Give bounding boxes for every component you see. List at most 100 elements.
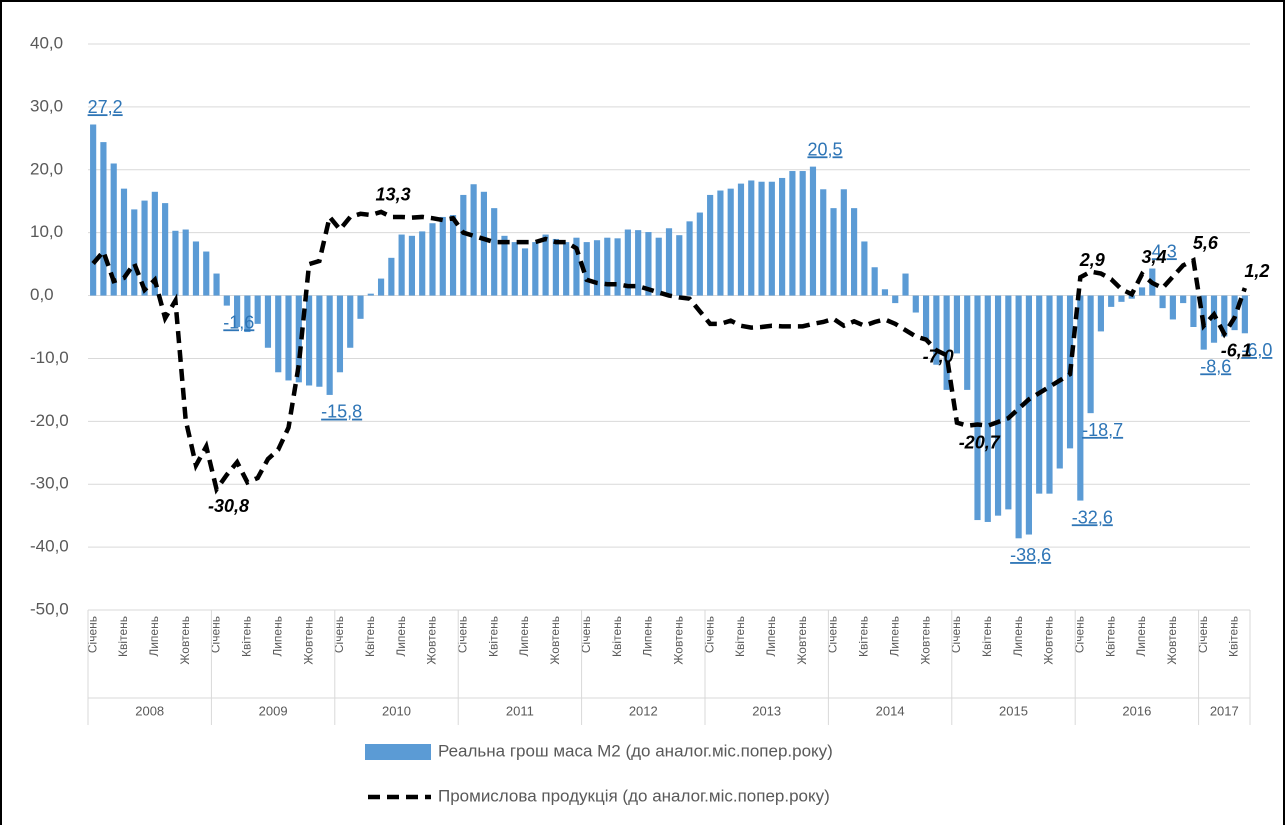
x-tick-label: Січень	[702, 616, 716, 653]
x-tick-label: Січень	[85, 616, 99, 653]
bar	[388, 257, 395, 296]
y-tick-label: 0,0	[30, 285, 54, 304]
bar	[1097, 295, 1104, 332]
bar	[974, 295, 981, 521]
bar-value-label: -8,6	[1200, 356, 1231, 376]
x-tick-label: Січень	[949, 616, 963, 653]
bar	[861, 241, 868, 296]
x-tick-label: Квітень	[980, 616, 994, 657]
line-value-label: -30,8	[208, 496, 249, 516]
bar-value-label: 27,2	[88, 97, 123, 117]
x-tick-label: Січень	[826, 616, 840, 653]
bar	[943, 295, 950, 390]
bar	[881, 289, 889, 296]
bar	[614, 238, 621, 296]
bar	[1108, 295, 1115, 307]
x-tick-label: Квітень	[733, 616, 747, 657]
y-tick-label: 30,0	[30, 96, 63, 115]
bar	[419, 231, 426, 296]
bar	[1190, 295, 1197, 327]
x-tick-label: Жовтень	[918, 616, 932, 665]
x-tick-label: Липень	[1134, 616, 1148, 657]
bar	[851, 208, 858, 296]
x-tick-label: Жовтень	[548, 616, 562, 665]
bar	[624, 229, 631, 296]
x-tick-label: Квітень	[486, 616, 500, 657]
bar	[264, 295, 272, 348]
y-tick-label: -30,0	[30, 474, 69, 493]
line	[91, 209, 1247, 495]
bar	[779, 177, 786, 296]
bar	[1180, 295, 1187, 304]
bar	[316, 295, 323, 387]
bar	[295, 295, 302, 383]
bar	[748, 180, 755, 296]
bar	[439, 216, 446, 296]
bar	[254, 295, 261, 324]
y-tick-label: -10,0	[30, 348, 69, 367]
bar	[326, 295, 333, 395]
bar	[737, 183, 745, 296]
bar	[696, 212, 703, 296]
bar	[460, 194, 467, 296]
bar	[449, 215, 457, 296]
bar	[707, 194, 714, 296]
bar	[120, 188, 128, 296]
bar	[90, 124, 97, 296]
bar	[1077, 295, 1084, 501]
bar	[717, 190, 724, 296]
x-tick-label: Жовтень	[301, 616, 315, 665]
line-value-label: 2,9	[1079, 250, 1105, 270]
bar	[768, 181, 775, 296]
bar	[1046, 295, 1053, 494]
y-tick-label: -50,0	[30, 599, 69, 618]
line-value-label: -6,1	[1221, 341, 1252, 361]
bar-value-label: -38,6	[1010, 545, 1051, 565]
bar	[480, 191, 487, 296]
bar	[984, 295, 991, 522]
bar	[336, 295, 344, 373]
bar	[676, 235, 683, 296]
group-label: 2011	[506, 703, 534, 718]
x-tick-label: Січень	[1196, 616, 1210, 653]
bar	[922, 295, 930, 340]
group-label: 2014	[876, 703, 905, 718]
bar	[162, 203, 169, 296]
x-tick-label: Січень	[456, 616, 470, 653]
line-value-label: -7,0	[923, 346, 954, 366]
bar	[604, 237, 611, 296]
x-tick-label: Січень	[332, 616, 346, 653]
bar	[964, 295, 971, 390]
x-tick-label: Січень	[1072, 616, 1086, 653]
bar	[203, 251, 210, 296]
bar	[408, 235, 416, 296]
x-tick-label: Квітень	[363, 616, 377, 657]
bar	[501, 235, 508, 296]
bar	[542, 234, 549, 296]
bar	[357, 295, 364, 319]
bar	[686, 221, 693, 296]
legend-label: Реальна грош маса М2 (до аналог.міс.попе…	[438, 741, 833, 760]
bar	[902, 273, 909, 296]
bar	[223, 295, 230, 306]
x-tick-label: Квітень	[1103, 616, 1117, 657]
x-tick-label: Січень	[209, 616, 223, 653]
x-tick-label: Липень	[887, 616, 901, 657]
x-tick-label: Жовтень	[795, 616, 809, 665]
bar	[953, 295, 961, 354]
x-tick-label: Жовтень	[178, 616, 192, 665]
bar	[244, 295, 251, 333]
x-tick-label: Липень	[641, 616, 655, 657]
y-tick-label: 10,0	[30, 222, 63, 241]
bar	[840, 189, 847, 296]
bar	[892, 295, 899, 304]
bar	[1015, 295, 1022, 539]
bar	[377, 278, 385, 296]
x-tick-label: Липень	[394, 616, 408, 657]
y-tick-label: -20,0	[30, 411, 69, 430]
group-label: 2010	[382, 703, 411, 718]
bar	[367, 293, 374, 296]
bar	[234, 295, 241, 327]
bar	[1118, 295, 1125, 302]
bar-value-label: 4,3	[1152, 241, 1177, 261]
